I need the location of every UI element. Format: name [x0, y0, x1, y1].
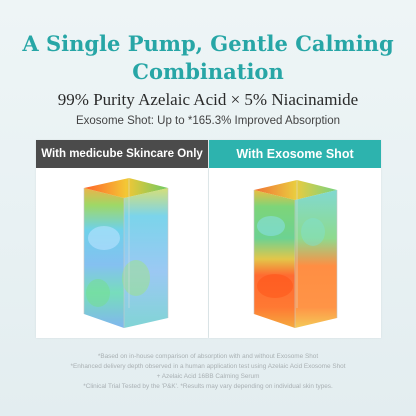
footnote: + Azelaic Acid 16BB Calming Serum: [156, 373, 260, 380]
absorption-visual-exosome-shot: [253, 180, 338, 328]
page-title: A Single Pump, Gentle Calming Combinatio…: [22, 31, 394, 84]
panel-skincare-only: With medicube Skincare Only: [36, 140, 208, 338]
absorption-visual-skincare-only: [83, 178, 169, 328]
tagline: Exosome Shot: Up to *165.3% Improved Abs…: [75, 115, 340, 127]
page-subtitle: 99% Purity Azelaic Acid × 5% Niacinamide: [57, 90, 359, 109]
panel-exosome-shot-label: With Exosome Shot: [209, 140, 381, 168]
footnote: *Based on in-house comparison of absorpt…: [97, 353, 319, 360]
panel-skincare-only-label: With medicube Skincare Only: [36, 140, 208, 168]
footnotes: *Based on in-house comparison of absorpt…: [0, 352, 416, 392]
footnote: *Enhanced delivery depth observed in a h…: [70, 363, 346, 370]
panel-exosome-shot: With Exosome Shot: [209, 140, 381, 338]
footnote: *Clinical Trial Tested by the 'P&K'. *Re…: [83, 383, 333, 390]
